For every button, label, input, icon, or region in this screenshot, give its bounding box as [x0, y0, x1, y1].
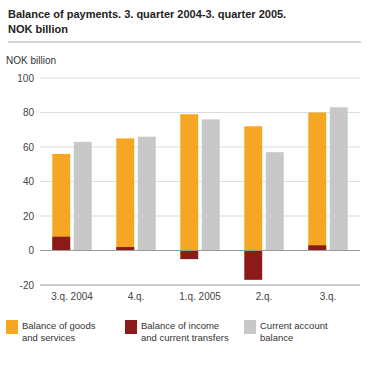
- y-tick-label: -20: [20, 280, 35, 291]
- legend-label: Balance of incomeand current transfers: [141, 320, 229, 343]
- chart: Balance of payments. 3. quarter 2004-3. …: [0, 0, 369, 389]
- y-tick-label: 100: [17, 73, 34, 84]
- zero-line: [40, 250, 360, 251]
- bar: [74, 142, 92, 251]
- y-tick-label: 0: [28, 245, 34, 256]
- bar: [52, 237, 70, 251]
- title: Balance of payments. 3. quarter 2004-3. …: [8, 8, 286, 20]
- x-tick-label: 2.q.: [256, 291, 273, 302]
- legend-swatch: [125, 320, 137, 334]
- bar: [202, 119, 220, 250]
- bar: [52, 154, 70, 251]
- grid: [40, 78, 360, 285]
- bars: [52, 107, 347, 280]
- legend-label: Balance of goodsand services: [22, 320, 96, 343]
- bar: [330, 107, 348, 250]
- title-separator: [8, 42, 361, 43]
- legend-swatch: [6, 320, 18, 334]
- bar: [116, 138, 134, 250]
- x-axis-line: [40, 285, 360, 286]
- grid-line: [40, 250, 360, 251]
- bar: [308, 245, 326, 250]
- y-tick-label: 60: [23, 142, 35, 153]
- bar: [266, 152, 284, 250]
- bar: [138, 137, 156, 251]
- grid-line: [40, 78, 360, 79]
- bar: [180, 251, 198, 260]
- grid-line: [40, 285, 360, 286]
- legend-swatch: [244, 320, 256, 334]
- legend: Balance of goodsand services Balance of i…: [6, 320, 328, 343]
- y-tick-label: 40: [23, 176, 35, 187]
- x-tick-label: 3.q. 2004: [51, 291, 93, 302]
- x-tick-label: 3.q.: [320, 291, 337, 302]
- y-axis-label: NOK billion: [6, 55, 56, 66]
- x-tick-label: 4.q.: [128, 291, 145, 302]
- y-tick-label: 20: [23, 211, 35, 222]
- bar: [116, 247, 134, 250]
- bar: [308, 113, 326, 251]
- y-tick-label: 80: [23, 107, 35, 118]
- subtitle: NOK billion: [8, 23, 68, 35]
- bar: [180, 114, 198, 250]
- legend-label: Current accountbalance: [260, 320, 328, 343]
- bar: [244, 126, 262, 250]
- x-tick-label: 1.q. 2005: [179, 291, 221, 302]
- bar: [244, 251, 262, 280]
